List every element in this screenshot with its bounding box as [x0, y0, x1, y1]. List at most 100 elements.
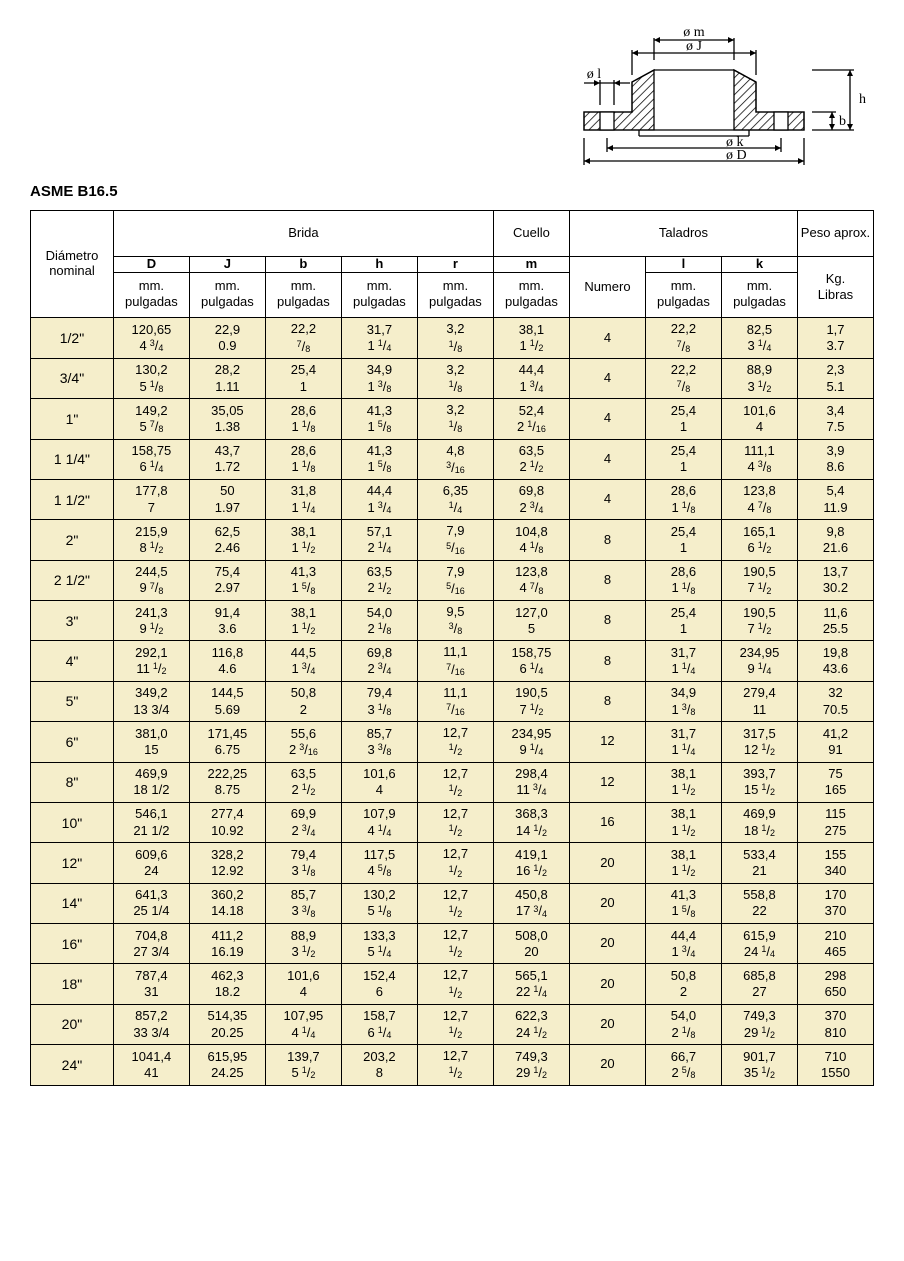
cell-nominal: 12": [31, 843, 114, 883]
cell-h: 54,021/8: [341, 601, 417, 641]
cell-D: 1041,441: [113, 1045, 189, 1085]
table-row: 24"1041,441615,9524.25139,751/2203,2812,…: [31, 1045, 874, 1085]
svg-text:h: h: [859, 92, 866, 107]
cell-l: 41,315/8: [645, 883, 721, 923]
cell-D: 130,251/8: [113, 358, 189, 398]
cell-r: 12,71/2: [417, 762, 493, 802]
flange-svg: ø m ø J ø l h b ø k ø D: [554, 20, 874, 170]
flange-diagram: ø m ø J ø l h b ø k ø D: [30, 20, 874, 173]
cell-D: 469,918 1/2: [113, 762, 189, 802]
table-row: 12"609,624328,212.9279,431/8117,545/812,…: [31, 843, 874, 883]
cell-m: 749,3291/2: [493, 1045, 569, 1085]
cell-peso: 115275: [797, 802, 873, 842]
cell-m: 419,1161/2: [493, 843, 569, 883]
cell-peso: 370810: [797, 1004, 873, 1044]
cell-b: 31,811/4: [265, 479, 341, 519]
cell-h: 152,46: [341, 964, 417, 1004]
u-h: mm.pulgadas: [341, 272, 417, 318]
table-row: 6"381,015171,456.7555,623/1685,733/812,7…: [31, 722, 874, 762]
cell-k: 88,931/2: [721, 358, 797, 398]
cell-D: 546,121 1/2: [113, 802, 189, 842]
cell-m: 123,847/8: [493, 560, 569, 600]
cell-k: 469,9181/2: [721, 802, 797, 842]
cell-m: 622,3241/2: [493, 1004, 569, 1044]
cell-J: 514,3520.25: [189, 1004, 265, 1044]
cell-r: 12,71/2: [417, 1004, 493, 1044]
cell-b: 25,41: [265, 358, 341, 398]
cell-nominal: 1/2": [31, 318, 114, 358]
cell-k: 901,7351/2: [721, 1045, 797, 1085]
cell-num: 20: [569, 883, 645, 923]
flange-table: Diámetro nominal Brida Cuello Taladros P…: [30, 210, 874, 1086]
hdr-r: r: [417, 257, 493, 273]
cell-peso: 155340: [797, 843, 873, 883]
unit-lb: Libras: [818, 287, 853, 303]
cell-r: 11,17/16: [417, 681, 493, 721]
svg-text:ø l: ø l: [587, 67, 602, 82]
cell-num: 4: [569, 479, 645, 519]
svg-text:ø m: ø m: [683, 25, 705, 40]
cell-k: 234,9591/4: [721, 641, 797, 681]
cell-r: 6,351/4: [417, 479, 493, 519]
cell-h: 34,913/8: [341, 358, 417, 398]
table-row: 4"292,1111/2116,84.644,513/469,823/411,1…: [31, 641, 874, 681]
cell-h: 107,941/4: [341, 802, 417, 842]
cell-h: 69,823/4: [341, 641, 417, 681]
cell-b: 50,82: [265, 681, 341, 721]
cell-k: 82,531/4: [721, 318, 797, 358]
cell-D: 857,233 3/4: [113, 1004, 189, 1044]
cell-r: 11,17/16: [417, 641, 493, 681]
table-row: 1 1/2"177,87501.9731,811/444,413/46,351/…: [31, 479, 874, 519]
hdr-nominal: Diámetro nominal: [31, 211, 114, 318]
cell-b: 38,111/2: [265, 601, 341, 641]
cell-k: 123,847/8: [721, 479, 797, 519]
cell-nominal: 18": [31, 964, 114, 1004]
cell-b: 22,27/8: [265, 318, 341, 358]
cell-m: 69,823/4: [493, 479, 569, 519]
cell-b: 41,315/8: [265, 560, 341, 600]
cell-D: 349,213 3/4: [113, 681, 189, 721]
cell-b: 101,64: [265, 964, 341, 1004]
cell-b: 107,9541/4: [265, 1004, 341, 1044]
cell-nominal: 5": [31, 681, 114, 721]
cell-num: 4: [569, 318, 645, 358]
cell-D: 149,257/8: [113, 399, 189, 439]
cell-num: 20: [569, 924, 645, 964]
cell-J: 360,214.18: [189, 883, 265, 923]
cell-k: 615,9241/4: [721, 924, 797, 964]
cell-peso: 3270.5: [797, 681, 873, 721]
cell-J: 277,410.92: [189, 802, 265, 842]
cell-num: 8: [569, 560, 645, 600]
cell-nominal: 1 1/2": [31, 479, 114, 519]
cell-D: 704,827 3/4: [113, 924, 189, 964]
table-row: 1"149,257/835,051.3828,611/841,315/83,21…: [31, 399, 874, 439]
cell-l: 25,41: [645, 601, 721, 641]
cell-r: 12,71/2: [417, 883, 493, 923]
cell-m: 234,9591/4: [493, 722, 569, 762]
cell-peso: 3,47.5: [797, 399, 873, 439]
cell-r: 12,71/2: [417, 722, 493, 762]
cell-l: 25,41: [645, 399, 721, 439]
hdr-h: h: [341, 257, 417, 273]
cell-J: 171,456.75: [189, 722, 265, 762]
cell-num: 8: [569, 641, 645, 681]
cell-r: 12,71/2: [417, 1045, 493, 1085]
cell-nominal: 16": [31, 924, 114, 964]
cell-num: 4: [569, 439, 645, 479]
cell-l: 25,41: [645, 439, 721, 479]
cell-peso: 7101550: [797, 1045, 873, 1085]
cell-num: 4: [569, 358, 645, 398]
cell-D: 120,6543/4: [113, 318, 189, 358]
cell-J: 615,9524.25: [189, 1045, 265, 1085]
cell-peso: 5,411.9: [797, 479, 873, 519]
cell-m: 38,111/2: [493, 318, 569, 358]
u-l: mm.pulgadas: [645, 272, 721, 318]
cell-l: 25,41: [645, 520, 721, 560]
table-row: 2"215,981/262,52.4638,111/257,121/47,95/…: [31, 520, 874, 560]
hdr-cuello: Cuello: [493, 211, 569, 257]
cell-h: 203,28: [341, 1045, 417, 1085]
cell-h: 133,351/4: [341, 924, 417, 964]
cell-l: 38,111/2: [645, 843, 721, 883]
cell-l: 54,021/8: [645, 1004, 721, 1044]
cell-l: 28,611/8: [645, 479, 721, 519]
